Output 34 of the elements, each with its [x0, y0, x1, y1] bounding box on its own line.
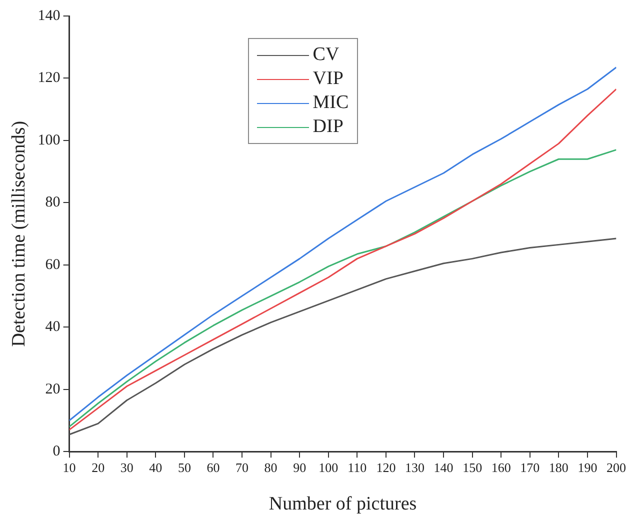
- x-tick-label: 90: [293, 460, 306, 475]
- x-tick-label: 60: [206, 460, 220, 475]
- x-tick-label: 140: [434, 460, 454, 475]
- y-tick-label: 20: [45, 381, 60, 398]
- x-tick-label: 80: [264, 460, 278, 475]
- legend-label: DIP: [312, 116, 344, 138]
- x-axis-title: Number of pictures: [268, 494, 417, 515]
- x-tick-label: 70: [236, 460, 249, 475]
- x-tick-label: 30: [120, 460, 134, 475]
- y-tick-label: 140: [38, 8, 60, 24]
- x-tick-label: 200: [606, 460, 626, 475]
- x-tick-label: 110: [348, 460, 367, 475]
- y-tick-label: 100: [38, 132, 60, 148]
- x-tick-label: 160: [491, 460, 511, 475]
- legend-label: CV: [312, 44, 340, 66]
- x-tick-label: 20: [92, 460, 105, 475]
- y-tick-label: 40: [45, 319, 60, 336]
- x-tick-label: 40: [149, 460, 162, 475]
- y-tick-label: 80: [45, 194, 60, 211]
- legend-label: MIC: [312, 92, 349, 114]
- x-tick-label: 150: [462, 460, 482, 475]
- x-tick-label: 10: [62, 460, 76, 475]
- legend-label: VIP: [312, 68, 344, 90]
- y-axis-title: Detection time (milliseconds): [8, 120, 30, 347]
- x-tick-label: 190: [578, 460, 598, 475]
- x-tick-label: 100: [318, 460, 338, 475]
- y-tick-label: 0: [52, 444, 60, 460]
- x-tick-label: 130: [404, 460, 424, 475]
- y-tick-label: 120: [38, 70, 60, 86]
- x-tick-label: 180: [548, 460, 568, 475]
- x-tick-label: 120: [376, 460, 396, 475]
- x-tick-label: 170: [520, 460, 540, 475]
- y-tick-label: 60: [45, 256, 60, 273]
- x-tick-label: 50: [178, 460, 191, 475]
